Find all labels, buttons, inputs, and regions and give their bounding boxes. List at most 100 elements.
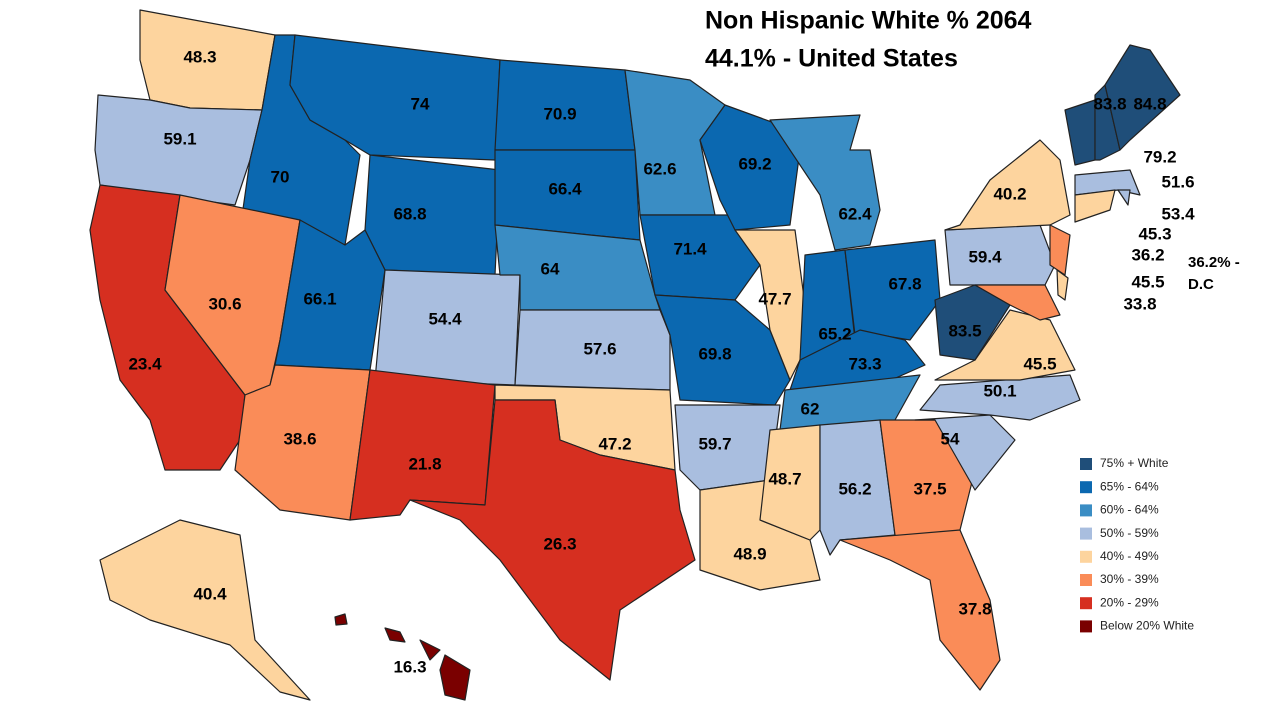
legend-swatch bbox=[1080, 597, 1092, 610]
state-value: 48.9 bbox=[733, 544, 766, 563]
state bbox=[439, 654, 471, 701]
state bbox=[514, 309, 671, 391]
legend-swatch bbox=[1080, 550, 1092, 563]
legend-swatch bbox=[1080, 574, 1092, 586]
state-value: 16.3 bbox=[393, 657, 426, 676]
state-value: 62 bbox=[801, 399, 820, 418]
legend-swatch bbox=[1080, 481, 1092, 494]
legend-label: 40% - 49% bbox=[1100, 549, 1159, 563]
state bbox=[974, 284, 1061, 321]
state bbox=[419, 639, 441, 661]
state-value: 57.6 bbox=[583, 339, 616, 358]
state-value: 50.1 bbox=[983, 381, 1016, 400]
state-value: 56.2 bbox=[838, 479, 871, 498]
state-value: 47.7 bbox=[758, 289, 791, 308]
state bbox=[1049, 224, 1071, 276]
legend-swatch bbox=[1080, 527, 1092, 540]
state bbox=[759, 424, 821, 541]
state-value: 71.4 bbox=[673, 239, 707, 258]
state-value: 83.8 bbox=[1093, 94, 1126, 113]
state bbox=[1094, 84, 1121, 161]
state bbox=[1117, 189, 1131, 206]
legend-label: 30% - 39% bbox=[1100, 572, 1159, 586]
state-value: 64 bbox=[541, 259, 560, 278]
state-value: 79.2 bbox=[1143, 147, 1176, 166]
state-value: 38.6 bbox=[283, 429, 316, 448]
legend-label: 65% - 64% bbox=[1100, 479, 1159, 493]
state-value: 59.4 bbox=[968, 247, 1002, 266]
state-value: 66.4 bbox=[548, 179, 582, 198]
state bbox=[1104, 44, 1181, 151]
state bbox=[734, 229, 806, 381]
state-value: 48.3 bbox=[183, 47, 216, 66]
state-value: 65.2 bbox=[818, 324, 851, 343]
legend-swatch bbox=[1080, 620, 1092, 633]
state-value: 70 bbox=[271, 167, 290, 186]
state-value: 33.8 bbox=[1123, 294, 1156, 313]
legend-label: 50% - 59% bbox=[1100, 526, 1159, 540]
state-value: 74 bbox=[411, 94, 430, 113]
state-value: 62.4 bbox=[838, 204, 872, 223]
state-value: 36.2 bbox=[1131, 245, 1164, 264]
state bbox=[1064, 99, 1096, 166]
state-value: 67.8 bbox=[888, 274, 921, 293]
state-value: 54 bbox=[941, 429, 960, 448]
legend-swatch bbox=[1080, 504, 1092, 517]
state-value: 48.7 bbox=[768, 469, 801, 488]
state bbox=[349, 369, 496, 521]
legend-label: 75% + White bbox=[1100, 456, 1169, 470]
title: Non Hispanic White % 2064 bbox=[705, 7, 1032, 35]
state-value: 45.5 bbox=[1023, 354, 1056, 373]
dc-note: 36.2% - D.C bbox=[1188, 254, 1240, 293]
state-value: 73.3 bbox=[848, 354, 881, 373]
state bbox=[624, 69, 726, 216]
state bbox=[934, 284, 1011, 361]
state bbox=[1074, 189, 1116, 223]
state-value: 69.8 bbox=[698, 344, 731, 363]
state bbox=[384, 627, 406, 643]
state bbox=[639, 214, 761, 301]
state-value: 53.4 bbox=[1161, 204, 1195, 223]
state-value: 45.5 bbox=[1131, 272, 1164, 291]
state bbox=[919, 374, 1081, 421]
state-value: 59.7 bbox=[698, 434, 731, 453]
state bbox=[334, 613, 348, 626]
subtitle: 44.1% - United States bbox=[705, 45, 958, 73]
state bbox=[94, 94, 263, 206]
state-value: 37.8 bbox=[958, 599, 991, 618]
state-value: 66.1 bbox=[303, 289, 336, 308]
state-value: 70.9 bbox=[543, 104, 576, 123]
state-value: 68.8 bbox=[393, 204, 426, 223]
legend-label: 20% - 29% bbox=[1100, 595, 1159, 609]
state-value: 54.4 bbox=[428, 309, 462, 328]
state bbox=[769, 114, 881, 251]
state-value: 30.6 bbox=[208, 294, 241, 313]
state-value: 45.3 bbox=[1138, 224, 1171, 243]
state bbox=[1056, 269, 1069, 301]
state-value: 40.4 bbox=[193, 584, 227, 603]
legend-label: 60% - 64% bbox=[1100, 503, 1159, 517]
state-value: 62.6 bbox=[643, 159, 676, 178]
state bbox=[654, 294, 791, 406]
state-value: 21.8 bbox=[408, 454, 441, 473]
state-value: 47.2 bbox=[598, 434, 631, 453]
state bbox=[699, 104, 801, 231]
state bbox=[409, 399, 696, 681]
state-value: 26.3 bbox=[543, 534, 576, 553]
state bbox=[274, 219, 386, 371]
state bbox=[364, 154, 501, 276]
state-value: 69.2 bbox=[738, 154, 771, 173]
legend-swatch bbox=[1080, 458, 1092, 470]
state bbox=[914, 414, 1016, 491]
state-value: 23.4 bbox=[128, 354, 162, 373]
state-value: 83.5 bbox=[948, 321, 981, 340]
state bbox=[839, 529, 1001, 691]
state-value: 40.2 bbox=[993, 184, 1026, 203]
state-value: 84.8 bbox=[1133, 94, 1166, 113]
legend-label: Below 20% White bbox=[1100, 619, 1194, 633]
state bbox=[944, 139, 1071, 231]
state bbox=[99, 519, 311, 701]
state-value: 59.1 bbox=[163, 129, 196, 148]
